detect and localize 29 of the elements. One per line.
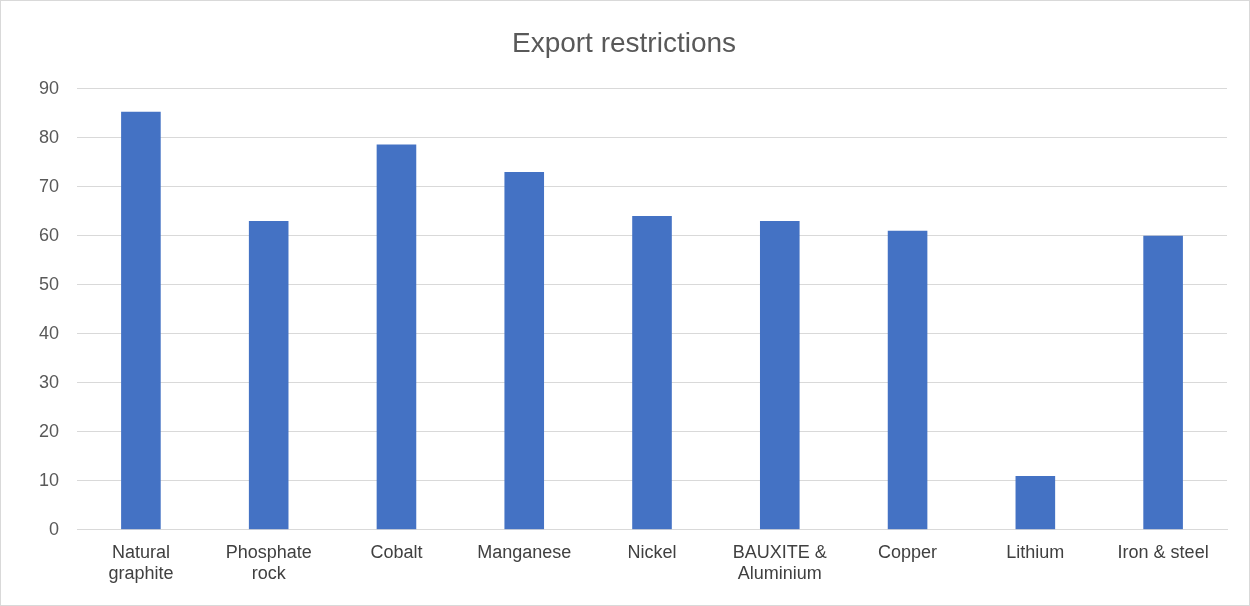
- x-tick-label: Nickel: [627, 541, 677, 562]
- bar: [121, 111, 161, 530]
- x-tick-label: Lithium: [1006, 541, 1065, 562]
- x-tick-label: Iron & steel: [1117, 541, 1209, 562]
- bar: [504, 171, 545, 530]
- bar: [248, 220, 289, 530]
- y-tick-label: 0: [49, 518, 60, 539]
- bar: [632, 216, 672, 530]
- y-tick-label: 70: [38, 175, 60, 196]
- bar: [376, 144, 417, 530]
- x-tick-label: Copper: [878, 541, 938, 562]
- y-tick-label: 30: [38, 371, 60, 392]
- bar: [887, 230, 928, 530]
- x-tick-label: Natural graphite: [108, 541, 174, 584]
- y-tick-label: 40: [38, 322, 60, 343]
- y-tick-label: 20: [38, 420, 60, 441]
- x-tick-label: Cobalt: [370, 541, 423, 562]
- y-tick-label: 60: [38, 224, 60, 245]
- bar: [759, 220, 800, 530]
- y-tick-label: 50: [38, 273, 60, 294]
- x-tick-label: BAUXITE & Aluminium: [732, 541, 827, 584]
- y-tick-label: 10: [38, 469, 60, 490]
- y-tick-label: 90: [38, 77, 60, 98]
- chart-title: Export restrictions: [511, 26, 737, 58]
- y-tick-label: 80: [38, 126, 60, 147]
- x-tick-label: Manganese: [477, 541, 572, 562]
- x-tick-label: Phosphate rock: [225, 541, 312, 584]
- bar: [1015, 475, 1056, 530]
- bar: [1143, 235, 1183, 530]
